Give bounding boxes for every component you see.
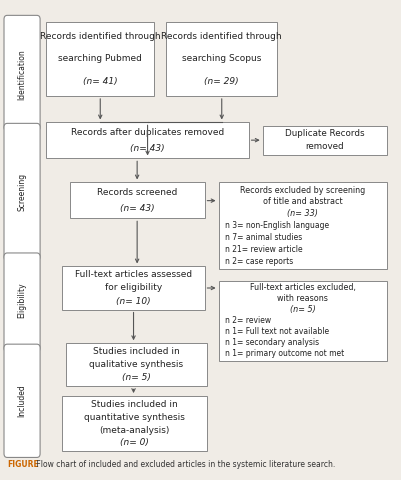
FancyBboxPatch shape [70, 182, 205, 218]
Text: Full-text articles excluded,: Full-text articles excluded, [250, 283, 356, 292]
Text: qualitative synthesis: qualitative synthesis [89, 360, 183, 369]
Text: Studies included in: Studies included in [93, 347, 180, 356]
Text: (n= 41): (n= 41) [83, 77, 117, 86]
Text: Screening: Screening [18, 173, 26, 211]
Text: (n= 5): (n= 5) [290, 305, 316, 314]
Text: quantitative synthesis: quantitative synthesis [84, 413, 185, 422]
FancyBboxPatch shape [263, 126, 387, 155]
Text: (n= 43): (n= 43) [120, 204, 155, 213]
Text: (meta-analysis): (meta-analysis) [99, 425, 170, 434]
Text: Records screened: Records screened [97, 188, 178, 197]
Text: (n= 29): (n= 29) [204, 77, 239, 86]
Text: n 2= case reports: n 2= case reports [225, 257, 293, 265]
Text: searching Pubmed: searching Pubmed [58, 54, 142, 63]
FancyBboxPatch shape [4, 253, 40, 352]
FancyBboxPatch shape [62, 266, 205, 310]
Text: Records identified through: Records identified through [161, 32, 282, 41]
Text: Included: Included [18, 384, 26, 417]
Text: Records excluded by screening: Records excluded by screening [240, 186, 365, 194]
Text: (n= 10): (n= 10) [116, 297, 151, 306]
Text: Identification: Identification [18, 49, 26, 100]
Text: Full-text articles assessed: Full-text articles assessed [75, 270, 192, 279]
FancyBboxPatch shape [4, 344, 40, 457]
Text: (n= 33): (n= 33) [288, 209, 318, 218]
Text: n 7= animal studies: n 7= animal studies [225, 233, 302, 242]
Text: n 21= review article: n 21= review article [225, 245, 302, 254]
Text: n 1= primary outcome not met: n 1= primary outcome not met [225, 349, 344, 359]
Text: n 1= Full text not available: n 1= Full text not available [225, 327, 329, 336]
FancyBboxPatch shape [219, 182, 387, 269]
FancyBboxPatch shape [4, 123, 40, 261]
FancyBboxPatch shape [166, 22, 277, 96]
Text: n 2= review: n 2= review [225, 316, 271, 325]
Text: for eligibility: for eligibility [105, 284, 162, 292]
Text: (n= 0): (n= 0) [120, 438, 149, 447]
Text: (n= 5): (n= 5) [122, 373, 151, 383]
Text: removed: removed [306, 142, 344, 151]
Text: n 1= secondary analysis: n 1= secondary analysis [225, 338, 319, 348]
Text: n 3= non-English language: n 3= non-English language [225, 221, 329, 230]
FancyBboxPatch shape [62, 396, 207, 451]
FancyBboxPatch shape [4, 15, 40, 131]
Text: Studies included in: Studies included in [91, 400, 178, 409]
Text: Duplicate Records: Duplicate Records [285, 130, 365, 138]
FancyBboxPatch shape [46, 122, 249, 158]
Text: with reasons: with reasons [277, 294, 328, 303]
Text: FIGURE: FIGURE [7, 460, 39, 469]
FancyBboxPatch shape [66, 343, 207, 386]
Text: Eligibility: Eligibility [18, 282, 26, 318]
FancyBboxPatch shape [219, 281, 387, 361]
Text: of title and abstract: of title and abstract [263, 197, 342, 206]
Text: Flow chart of included and excluded articles in the systemic literature search.: Flow chart of included and excluded arti… [34, 460, 336, 469]
Text: searching Scopus: searching Scopus [182, 54, 261, 63]
Text: (n= 43): (n= 43) [130, 144, 165, 153]
Text: Records after duplicates removed: Records after duplicates removed [71, 128, 224, 137]
FancyBboxPatch shape [46, 22, 154, 96]
Text: Records identified through: Records identified through [40, 32, 160, 41]
